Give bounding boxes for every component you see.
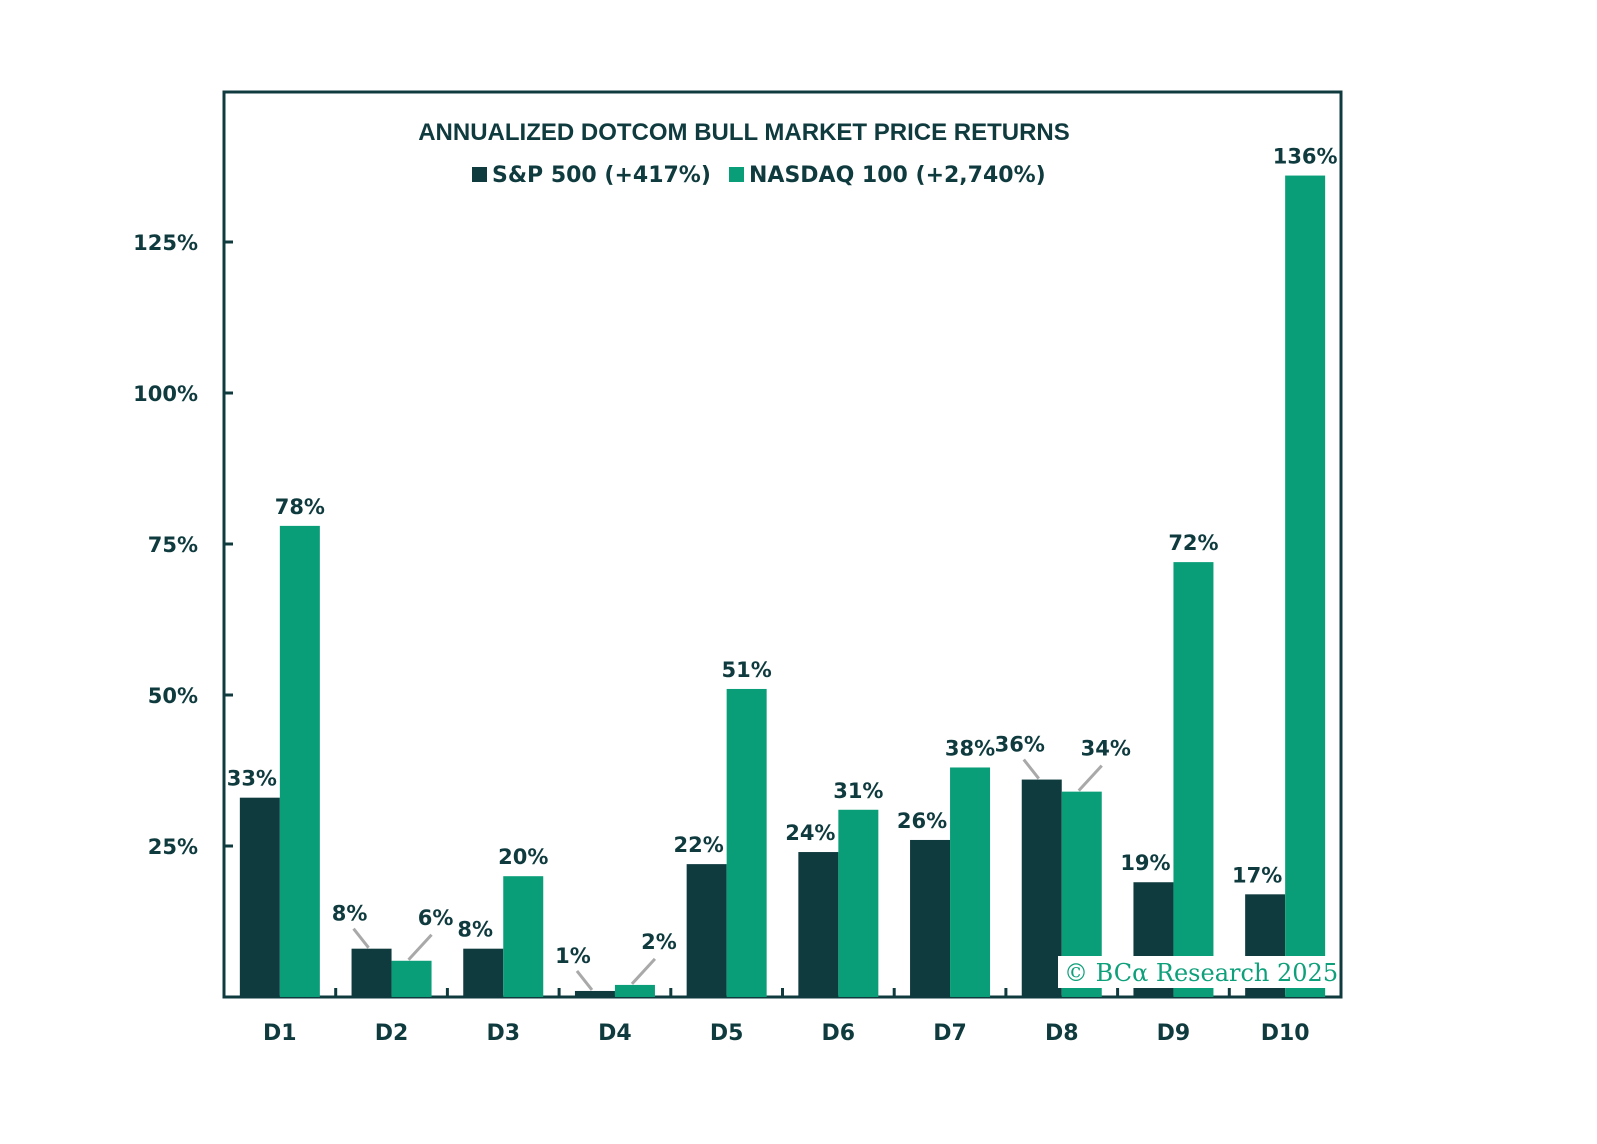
legend-swatch-nasdaq100	[729, 167, 744, 182]
chart-title: ANNUALIZED DOTCOM BULL MARKET PRICE RETU…	[418, 119, 1070, 146]
bars	[239, 175, 1326, 997]
legend-label-sp500: S&P 500 (+417%)	[492, 163, 711, 188]
bar-nasdaq100-d4	[614, 984, 655, 997]
x-tick-label: D10	[1261, 1021, 1310, 1046]
bar-sp500-d8	[1021, 779, 1062, 997]
data-label: 136%	[1273, 145, 1338, 169]
bar-sp500-d1	[239, 797, 280, 997]
data-label: 72%	[1168, 531, 1218, 555]
bar-nasdaq100-d1	[279, 525, 320, 997]
bar-nasdaq100-d9	[1173, 562, 1214, 997]
data-label: 19%	[1120, 851, 1170, 875]
data-label: 6%	[418, 906, 454, 930]
bar-sp500-d4	[574, 990, 615, 997]
data-label: 33%	[227, 767, 277, 791]
leader-line	[352, 927, 370, 949]
data-label: 17%	[1232, 863, 1282, 887]
data-label: 1%	[555, 944, 591, 968]
data-label: 22%	[674, 833, 724, 857]
bar-sp500-d3	[463, 948, 504, 997]
watermark-text: © BCα Research 2025	[1064, 959, 1338, 987]
data-label: 31%	[833, 779, 883, 803]
data-label: 51%	[722, 658, 772, 682]
bar-nasdaq100-d2	[391, 960, 432, 997]
x-axis: D1 D2 D3 D4 D5 D6 D7 D8 D9 D10	[263, 988, 1310, 1046]
x-tick-label: D6	[822, 1021, 856, 1046]
leader-line	[407, 933, 433, 961]
leader-line	[575, 970, 594, 991]
data-label: 2%	[641, 930, 677, 954]
bar-nasdaq100-d10	[1285, 175, 1326, 997]
x-tick-label: D4	[598, 1021, 632, 1046]
data-label: 8%	[332, 902, 368, 926]
bar-nasdaq100-d6	[838, 809, 879, 997]
bar-sp500-d5	[686, 864, 727, 997]
data-label: 34%	[1081, 737, 1131, 761]
x-tick-label: D2	[375, 1021, 409, 1046]
x-tick-label: D9	[1157, 1021, 1191, 1046]
data-label: 24%	[785, 821, 835, 845]
data-label: 36%	[995, 733, 1045, 757]
x-tick-label: D3	[486, 1021, 520, 1046]
bar-nasdaq100-d7	[950, 767, 991, 997]
bar-nasdaq100-d5	[726, 688, 767, 997]
watermark-background	[1058, 956, 1326, 988]
bar-sp500-d7	[910, 839, 951, 997]
bar-sp500-d6	[798, 852, 839, 997]
x-tick-label: D5	[710, 1021, 744, 1046]
y-tick-label: 75%	[148, 533, 198, 557]
data-labels: 33%78%8% 6% 8%20%1%2%22%51%24%31%26%38% 36%…	[227, 145, 1338, 991]
bar-nasdaq100-d3	[503, 876, 544, 997]
data-label: 38%	[945, 736, 995, 760]
leader-line	[630, 957, 657, 985]
legend-label-nasdaq100: NASDAQ 100 (+2,740%)	[749, 163, 1046, 188]
y-tick-label: 125%	[133, 231, 198, 255]
data-label: 78%	[275, 495, 325, 519]
x-tick-label: D7	[933, 1021, 967, 1046]
leader-line	[1077, 764, 1103, 792]
x-tick-label: D8	[1045, 1021, 1079, 1046]
data-label: 26%	[897, 809, 947, 833]
legend: S&P 500 (+417%) NASDAQ 100 (+2,740%)	[472, 163, 1046, 188]
y-tick-label: 50%	[148, 684, 198, 708]
x-tick-label: D1	[263, 1021, 297, 1046]
leader-line	[1022, 758, 1040, 780]
data-label: 8%	[457, 918, 493, 942]
y-axis: 25% 50% 75% 100% 125%	[133, 231, 233, 859]
y-tick-label: 25%	[148, 835, 198, 859]
data-label: 20%	[498, 845, 548, 869]
bar-sp500-d2	[351, 948, 392, 997]
legend-swatch-sp500	[472, 167, 487, 182]
watermark: © BCα Research 2025	[1058, 956, 1338, 988]
y-tick-label: 100%	[133, 382, 198, 406]
